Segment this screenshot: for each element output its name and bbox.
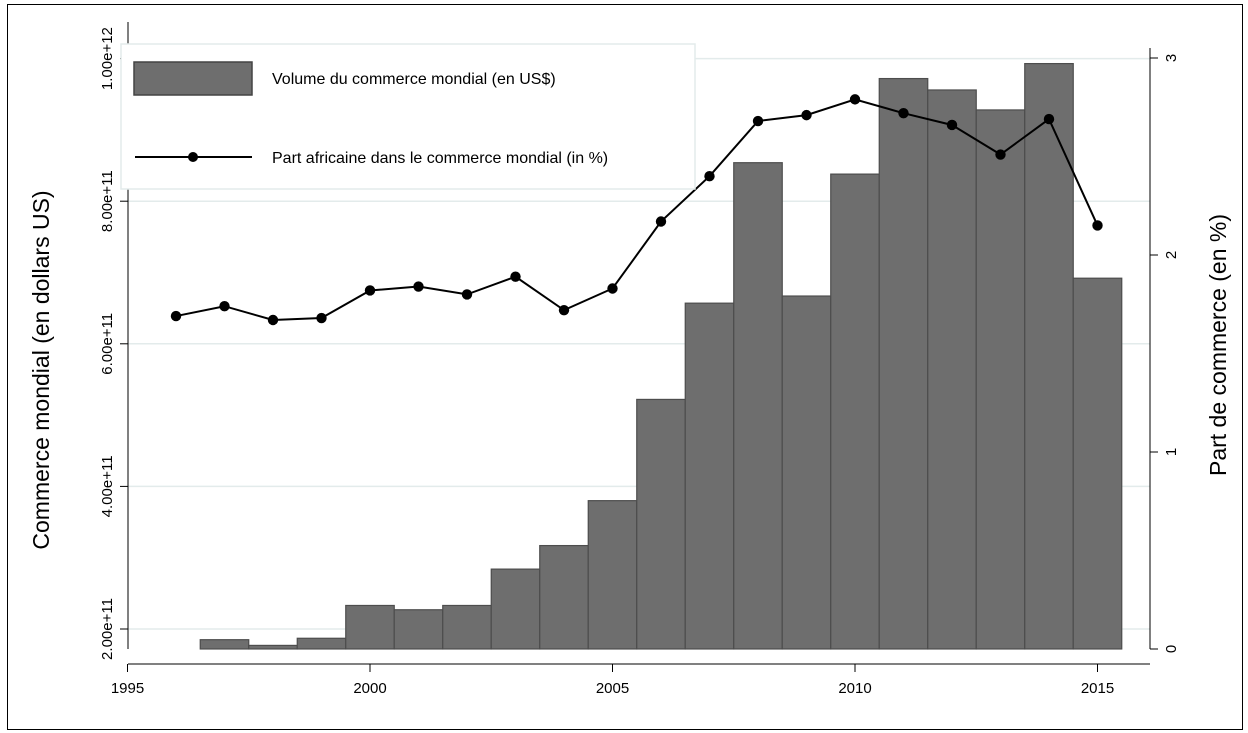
line-point [995, 149, 1006, 160]
line-point [607, 283, 618, 294]
legend-label-share: Part africaine dans le commerce mondial … [272, 150, 608, 167]
bar [345, 604, 395, 650]
line-point [364, 285, 376, 296]
y-right-tick-label: 2 [1163, 251, 1180, 259]
bar [927, 89, 977, 650]
bar [248, 644, 298, 650]
bar [636, 398, 686, 650]
line-point [801, 109, 812, 121]
x-tick-label: 1995 [111, 680, 144, 697]
y-left-tick-label: 4.00e+11 [99, 455, 116, 517]
line-point [219, 301, 230, 312]
y-left-tick-label: 2.00e+11 [99, 598, 116, 660]
y-left-tick-label: 8.00e+11 [99, 170, 116, 232]
line-point [558, 304, 570, 316]
line-point [413, 281, 424, 292]
legend-bar-swatch [133, 61, 253, 96]
line-point [170, 310, 182, 322]
bar [733, 162, 783, 650]
line-point [461, 289, 473, 300]
bar [684, 302, 735, 650]
legend: Volume du commerce mondial (en US$) Part… [120, 43, 696, 190]
line-series [170, 94, 1103, 326]
x-tick-label: 2000 [353, 680, 386, 697]
bar [1072, 277, 1123, 650]
x-tick-label: 2010 [838, 680, 871, 697]
x-tick-label: 2015 [1081, 680, 1114, 697]
bar [296, 637, 347, 650]
y-right-tick-label: 3 [1163, 54, 1180, 62]
bar [781, 295, 832, 650]
line-point [267, 314, 279, 326]
legend-line-marker [188, 152, 198, 162]
y-right-tick-label: 0 [1163, 645, 1180, 653]
line-point [316, 312, 327, 324]
x-tick-label: 2005 [596, 680, 629, 697]
bar [442, 604, 492, 650]
y-left-tick-label: 1.00e+12 [99, 27, 116, 90]
line-point [1043, 113, 1055, 125]
bar [539, 544, 589, 650]
line-point [849, 94, 861, 105]
bar [393, 609, 444, 650]
line-point [1092, 220, 1103, 231]
bar [830, 173, 880, 650]
bar [490, 568, 541, 650]
legend-label-volume: Volume du commerce mondial (en US$) [272, 71, 556, 88]
axes: 2.00e+11 4.00e+11 6.00e+11 8.00e+11 1.00e+12… [99, 22, 1180, 697]
line-point [898, 107, 909, 119]
share-line [175, 98, 1099, 322]
line-point [752, 115, 764, 127]
line-point [655, 216, 667, 227]
y-axis-title-right: Part de commerce (en %) [1205, 214, 1231, 476]
bar [1024, 62, 1074, 650]
y-left-tick-label: 6.00e+11 [99, 313, 116, 375]
line-point [946, 119, 958, 131]
bar [199, 639, 250, 650]
bar [878, 77, 929, 650]
bar [975, 109, 1026, 650]
line-point [510, 271, 521, 282]
bar [587, 500, 638, 650]
y-right-tick-label: 1 [1163, 448, 1180, 456]
bar-series [199, 62, 1123, 650]
line-point [704, 171, 715, 182]
y-axis-title-left: Commerce mondial (en dollars US) [28, 190, 54, 549]
